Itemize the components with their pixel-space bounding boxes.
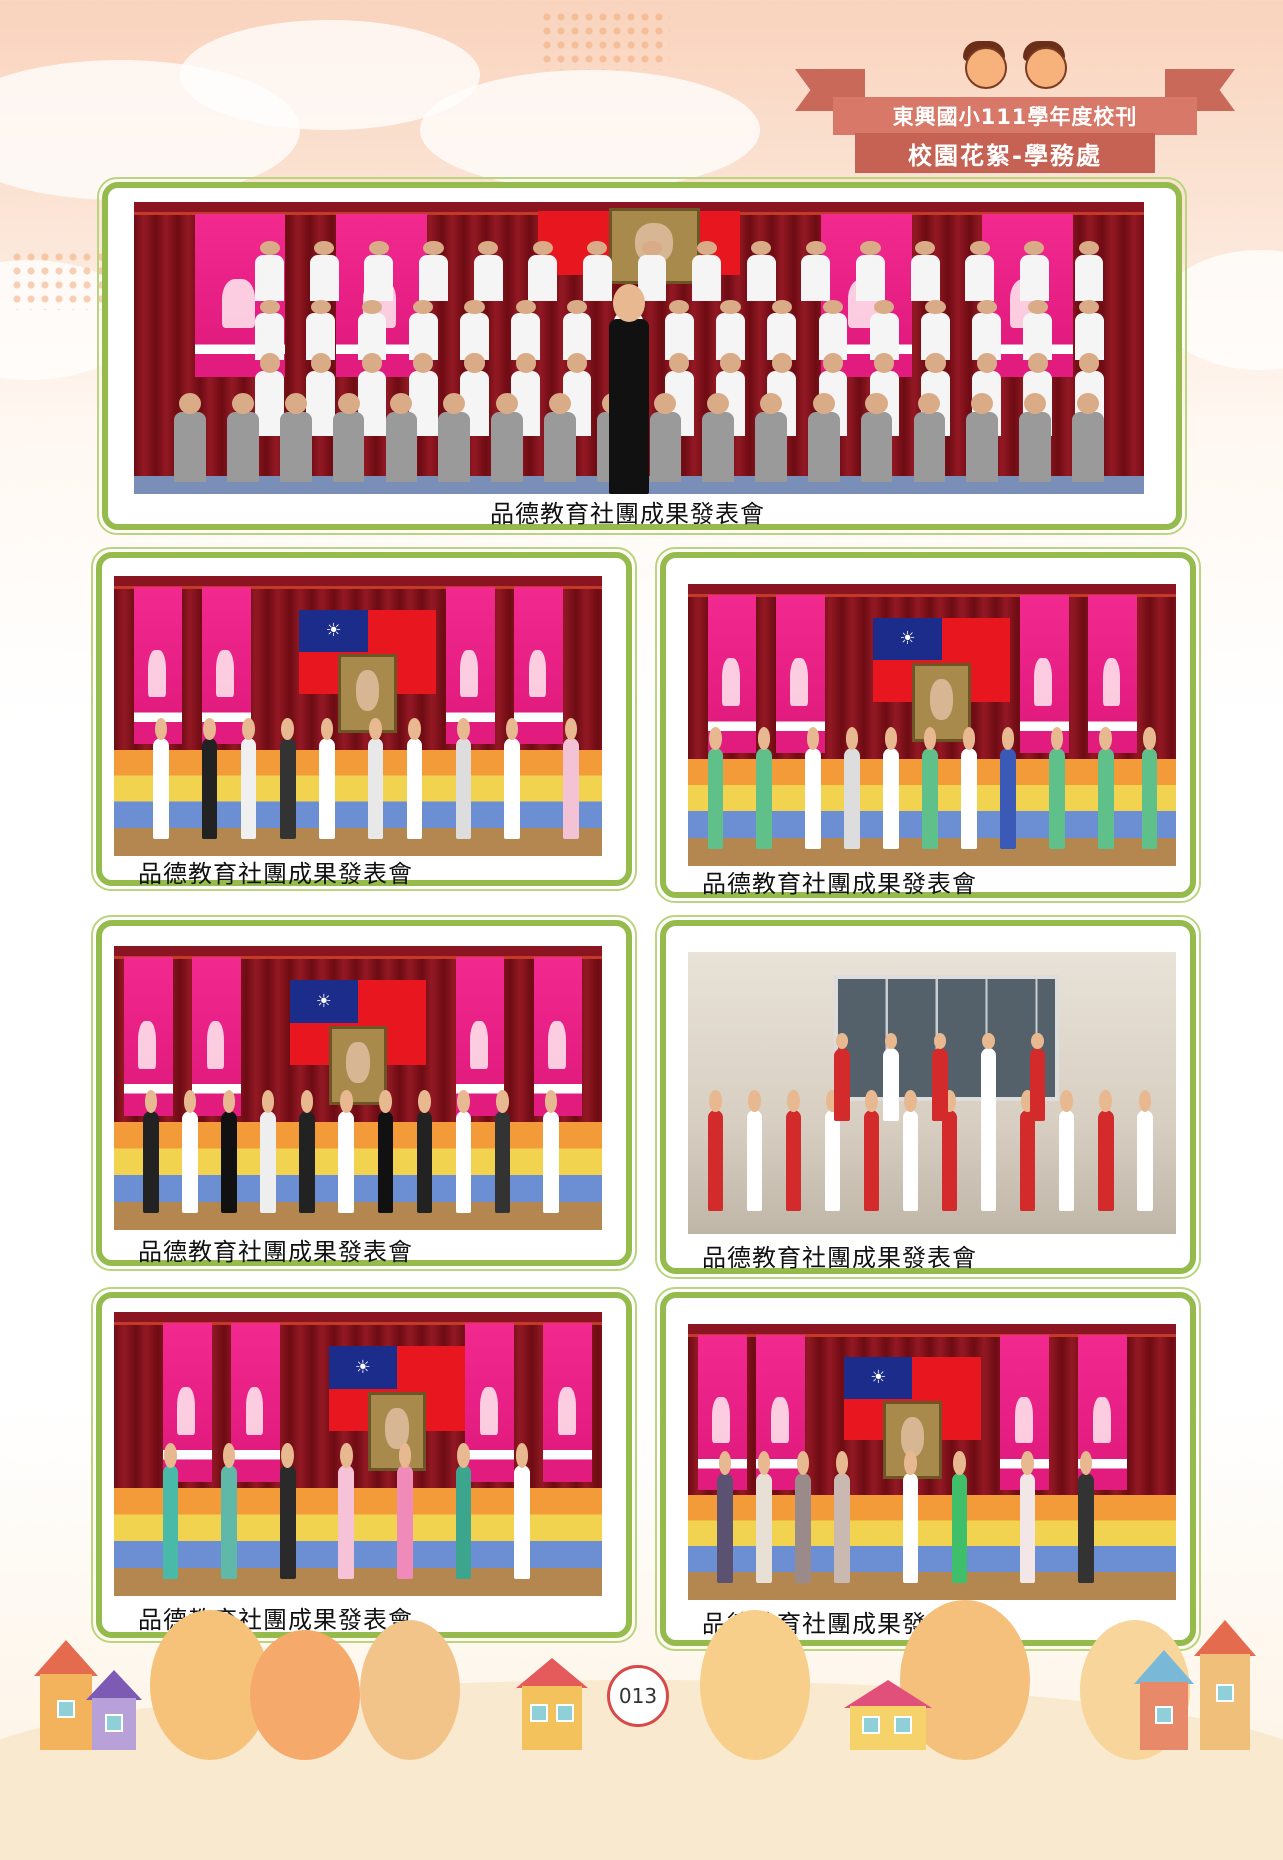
photo-caption: 品德教育社團成果發表會 <box>138 860 413 888</box>
tree-decoration <box>700 1610 810 1760</box>
tree-decoration <box>360 1620 460 1760</box>
photo-caption: 品德教育社團成果發表會 <box>702 870 977 898</box>
photo-frame-1: 品德教育社團成果發表會 <box>97 177 1187 535</box>
photo-caption: 品德教育社團成果發表會 <box>138 1238 413 1266</box>
photo-frame-2: ☀ 品德教育社團成果發表會 <box>91 547 637 891</box>
house-decoration <box>516 1658 588 1750</box>
photo-caption: 品德教育社團成果發表會 <box>702 1244 977 1272</box>
sun-emblem-icon: ☀ <box>299 609 368 652</box>
photo-violin-group: ☀ <box>688 1324 1176 1600</box>
photo-stage-dance: ☀ <box>114 576 602 856</box>
header-banner: 東興國小111學年度校刊 校園花絮-學務處 <box>795 41 1235 173</box>
photo-frame-7: ☀ 品德教育社團成果發表會 <box>655 1287 1201 1651</box>
sun-emblem-icon: ☀ <box>328 1346 398 1389</box>
photo-frame-5: 品德教育社團成果發表會 <box>655 915 1201 1279</box>
cloud-decoration <box>420 70 760 190</box>
photo-choir <box>134 202 1144 494</box>
page-number: 013 <box>607 1665 669 1727</box>
house-decoration <box>34 1640 98 1750</box>
kids-mascot-icon <box>955 41 1075 101</box>
sun-emblem-icon: ☀ <box>844 1357 913 1399</box>
tree-decoration <box>250 1630 360 1760</box>
house-decoration <box>1194 1620 1256 1750</box>
photo-caption: 品德教育社團成果發表會 <box>490 500 765 528</box>
house-decoration <box>844 1680 932 1750</box>
photo-frame-3: ☀ 品德教育社團成果發表會 <box>655 547 1201 903</box>
section-title: 校園花絮-學務處 <box>855 133 1155 173</box>
photo-stage-jump-rope: ☀ <box>688 584 1176 866</box>
photo-stage-street-dance: ☀ <box>114 946 602 1230</box>
photo-accordion-group <box>688 952 1176 1234</box>
house-decoration <box>86 1670 142 1750</box>
publication-title: 東興國小111學年度校刊 <box>833 97 1197 135</box>
photo-ukulele-group: ☀ <box>114 1312 602 1596</box>
photo-frame-6: ☀ 品德教育社團成果發表會 <box>91 1287 637 1643</box>
house-decoration <box>1134 1650 1194 1750</box>
photo-frame-4: ☀ 品德教育社團成果發表會 <box>91 915 637 1271</box>
sun-emblem-icon: ☀ <box>289 980 358 1023</box>
sun-emblem-icon: ☀ <box>873 617 942 661</box>
dot-pattern-decoration <box>540 10 670 70</box>
